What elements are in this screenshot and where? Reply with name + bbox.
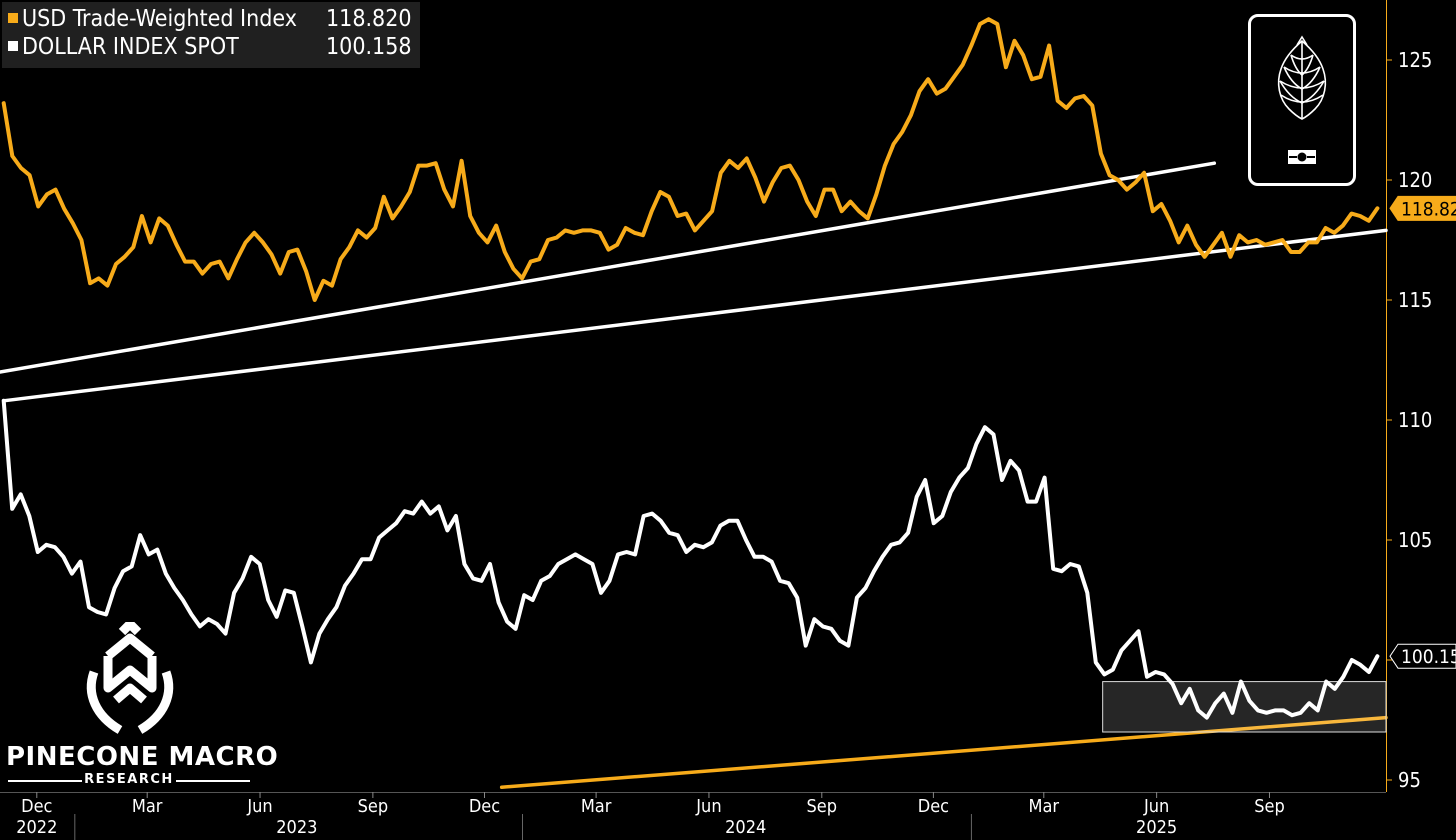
series-line-dollar-index: [1, 398, 1380, 720]
x-tick-label: Sep: [1254, 796, 1285, 817]
x-tick-label: Jun: [695, 796, 721, 817]
y-tick-label: 125: [1398, 48, 1432, 72]
y-tick-label: 120: [1398, 168, 1432, 192]
chart-axes: [0, 0, 1392, 840]
x-tick-label: Mar: [581, 796, 612, 817]
trendline: [499, 715, 1388, 789]
last-value-box: [1389, 643, 1456, 669]
year-label: 2023: [276, 817, 317, 838]
legend: USD Trade-Weighted Index 118.820 DOLLAR …: [2, 2, 420, 68]
year-label: 2025: [1136, 817, 1177, 838]
year-label: 2022: [16, 817, 57, 838]
x-tick-label: Sep: [358, 796, 389, 817]
brand-name: PINECONE MACRO: [6, 742, 279, 772]
brand-block: PINECONE MACRO RESEARCH: [6, 619, 278, 787]
brand-logo-icon: [86, 619, 174, 734]
legend-item-dollar-index: DOLLAR INDEX SPOT 100.158: [8, 33, 412, 61]
axis-labels: 95100105110115120125DecMarJunSepDecMarJu…: [16, 48, 1456, 838]
series-line-trade-weighted: [1, 17, 1380, 302]
x-tick-label: Jun: [1143, 796, 1169, 817]
x-tick-label: Mar: [1029, 796, 1060, 817]
x-tick-label: Jun: [246, 796, 272, 817]
brand-divider-right: [176, 780, 250, 782]
brand-sub: RESEARCH: [84, 772, 174, 787]
brand-divider-left: [8, 780, 82, 782]
legend-item-trade-weighted: USD Trade-Weighted Index 118.820: [8, 5, 412, 33]
y-tick-label: 105: [1398, 528, 1432, 552]
x-tick-label: Dec: [21, 796, 52, 817]
legend-value: 100.158: [326, 34, 412, 60]
legend-swatch-white: [8, 40, 18, 51]
last-value-label: 118.82: [1401, 198, 1456, 220]
series-lines: [1, 17, 1380, 720]
trendline: [0, 161, 1217, 374]
x-tick-label: Dec: [469, 796, 500, 817]
x-tick-label: Dec: [918, 796, 949, 817]
pinecone-logo-card: [1248, 14, 1356, 186]
annotations: [0, 161, 1388, 789]
trendline: [1, 228, 1388, 403]
legend-value: 118.820: [326, 6, 412, 32]
legend-swatch-orange: [8, 12, 18, 23]
x-tick-label: Sep: [807, 796, 838, 817]
y-tick-label: 95: [1398, 768, 1421, 792]
pinecone-icon: [1277, 35, 1327, 164]
last-value-tag: 100.15: [1389, 643, 1456, 669]
last-value-tag: 118.82: [1389, 195, 1456, 221]
legend-label: DOLLAR INDEX SPOT: [22, 34, 239, 60]
last-value-box: [1389, 195, 1456, 221]
x-tick-label: Mar: [132, 796, 163, 817]
y-tick-label: 110: [1398, 408, 1432, 432]
y-tick-label: 115: [1398, 288, 1432, 312]
legend-label: USD Trade-Weighted Index: [22, 6, 297, 32]
year-label: 2024: [725, 817, 766, 838]
last-value-label: 100.15: [1401, 646, 1456, 668]
